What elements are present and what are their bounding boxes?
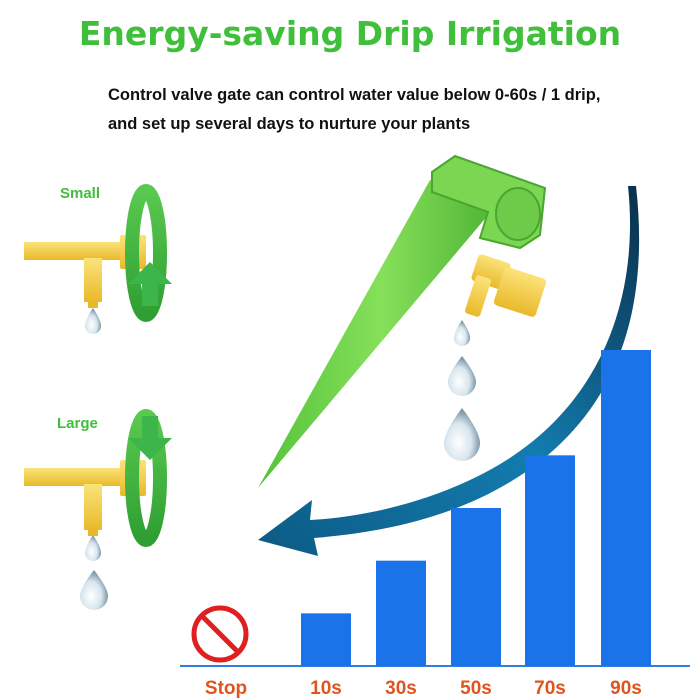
- rotate-arrow-icon: [128, 262, 172, 306]
- large-flow-label: Large: [57, 415, 98, 432]
- small-flow-label: Small: [60, 185, 101, 202]
- bar-50s: [451, 508, 501, 666]
- description-line-2: and set up several days to nurture your …: [108, 115, 471, 133]
- rotate-arrow-icon: [128, 416, 172, 460]
- water-drop-icon: [85, 535, 101, 561]
- bar-10s: [301, 613, 351, 666]
- stop-icon: [191, 605, 249, 663]
- water-drop-icon: [444, 408, 480, 461]
- bar-30s: [376, 560, 426, 666]
- x-tick-label-10s: 10s: [310, 678, 342, 699]
- x-tick-label-30s: 30s: [385, 678, 417, 699]
- water-drop-icon: [85, 308, 101, 334]
- bar-70s: [525, 455, 575, 666]
- drip-spike-illustration: [258, 154, 547, 488]
- rotate-ring-icon: [125, 184, 167, 322]
- page-title: Energy-saving Drip Irrigation: [78, 14, 622, 53]
- x-tick-label-90s: 90s: [610, 678, 642, 699]
- x-tick-label-stop: Stop: [204, 678, 248, 699]
- water-drop-icon: [448, 356, 476, 396]
- small-valve-illustration: [24, 184, 172, 334]
- curved-arrow-icon: [258, 186, 640, 556]
- water-drop-icon: [80, 570, 108, 610]
- water-drop-icon: [454, 320, 470, 346]
- large-valve-illustration: [24, 409, 172, 610]
- x-tick-label-50s: 50s: [460, 678, 492, 699]
- bar-series: [301, 350, 651, 666]
- bar-90s: [601, 350, 651, 666]
- description-line-1: Control valve gate can control water val…: [108, 86, 601, 104]
- x-tick-label-70s: 70s: [534, 678, 566, 699]
